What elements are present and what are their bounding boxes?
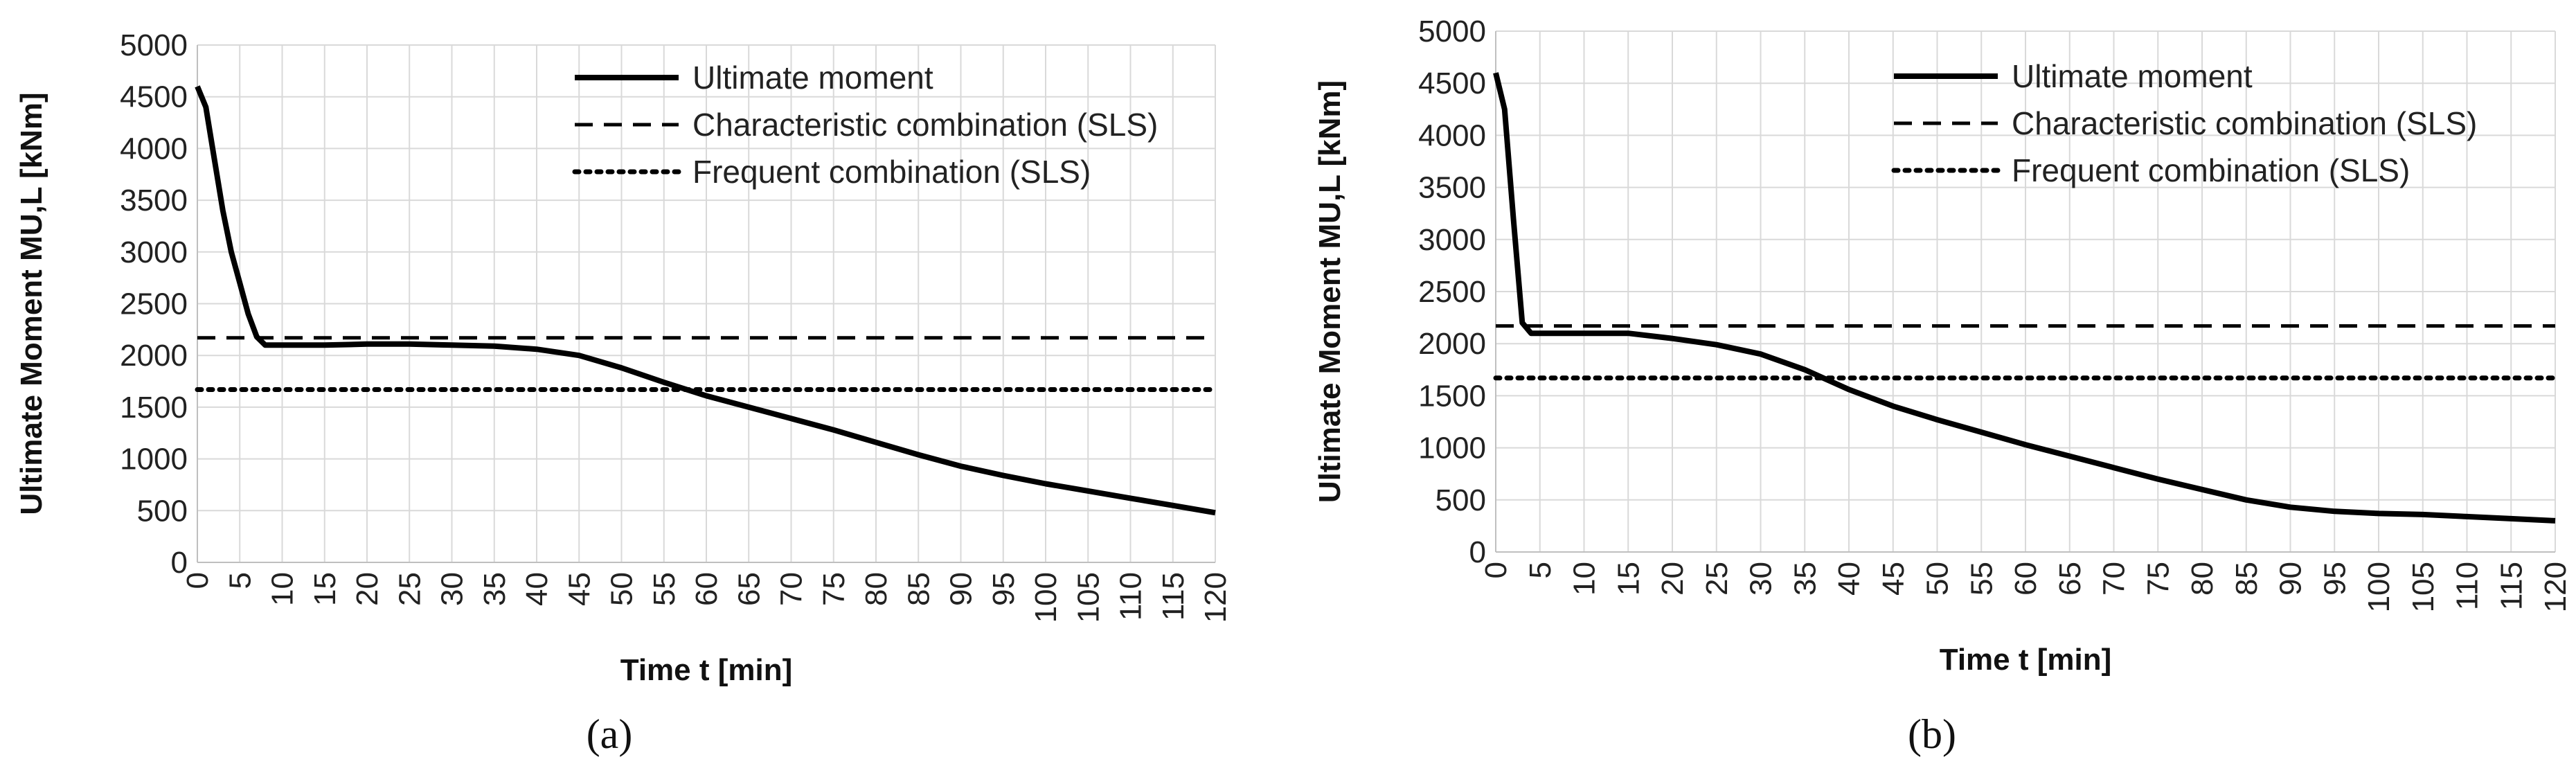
x-tick-label: 100 (1029, 572, 1063, 623)
x-tick-label: 55 (1965, 562, 1998, 596)
x-tick-label: 80 (2185, 562, 2219, 596)
x-tick-label: 15 (308, 572, 342, 606)
x-tick-label: 120 (2539, 562, 2573, 612)
x-tick-label: 75 (817, 572, 851, 606)
x-tick-label: 85 (2230, 562, 2264, 596)
y-tick-label: 1500 (1418, 379, 1486, 413)
x-axis-title: Time t [min] (620, 653, 793, 687)
x-tick-label: 110 (2451, 562, 2485, 610)
y-tick-label: 3000 (120, 235, 188, 269)
legend-label: Frequent combination (SLS) (2012, 152, 2410, 188)
x-tick-label: 30 (436, 572, 469, 606)
y-tick-label: 1500 (120, 391, 188, 425)
y-tick-label: 500 (1435, 483, 1486, 517)
y-tick-label: 4000 (1418, 118, 1486, 152)
x-tick-label: 20 (1656, 562, 1690, 596)
y-tick-label: 2500 (120, 287, 188, 321)
x-tick-label: 25 (1700, 562, 1734, 596)
x-tick-label: 80 (859, 572, 893, 606)
x-tick-label: 65 (732, 572, 766, 606)
x-tick-label: 0 (181, 572, 215, 589)
y-tick-label: 1000 (120, 443, 188, 476)
x-tick-label: 35 (478, 572, 512, 606)
x-tick-label: 65 (2053, 562, 2087, 596)
y-tick-label: 0 (1469, 535, 1486, 569)
y-tick-label: 4500 (1418, 66, 1486, 100)
x-tick-label: 10 (1568, 562, 1602, 596)
y-tick-label: 2500 (1418, 275, 1486, 309)
chart-panel-a: 0500100015002000250030003500400045005000… (15, 28, 1233, 757)
x-tick-label: 30 (1744, 562, 1778, 596)
x-tick-label: 95 (987, 572, 1021, 606)
x-tick-label: 90 (945, 572, 978, 606)
x-tick-label: 105 (1071, 572, 1105, 623)
x-tick-label: 100 (2362, 562, 2396, 612)
x-tick-label: 50 (605, 572, 639, 606)
y-tick-label: 500 (137, 494, 188, 528)
x-tick-label: 115 (1156, 572, 1190, 621)
panel-label: (b) (1908, 711, 1956, 757)
x-tick-label: 60 (690, 572, 724, 606)
x-tick-label: 70 (2098, 562, 2131, 596)
y-tick-label: 2000 (1418, 327, 1486, 361)
x-tick-label: 20 (350, 572, 384, 606)
x-tick-label: 95 (2318, 562, 2352, 596)
x-tick-label: 70 (775, 572, 809, 606)
chart-panel-b: 0500100015002000250030003500400045005000… (1313, 15, 2573, 757)
x-tick-label: 90 (2274, 562, 2308, 596)
y-axis-title: Ultimate Moment MU,L [kNm] (15, 92, 48, 515)
x-tick-label: 10 (266, 572, 300, 606)
series-line-solid (195, 85, 1216, 516)
series-line-solid (1493, 72, 2556, 524)
legend-label: Characteristic combination (SLS) (2012, 105, 2477, 141)
y-tick-label: 5000 (120, 28, 188, 62)
legend-label: Characteristic combination (SLS) (692, 107, 1158, 143)
legend-label: Frequent combination (SLS) (692, 154, 1091, 190)
panel-label: (a) (587, 711, 633, 757)
y-tick-label: 3000 (1418, 223, 1486, 257)
x-tick-label: 5 (1523, 562, 1557, 578)
y-tick-label: 3500 (1418, 171, 1486, 205)
legend-label: Ultimate moment (2012, 58, 2253, 94)
y-tick-label: 0 (171, 546, 188, 580)
x-tick-label: 45 (562, 572, 596, 606)
y-tick-label: 4500 (120, 80, 188, 114)
x-tick-label: 35 (1788, 562, 1822, 596)
x-tick-label: 60 (2009, 562, 2043, 596)
x-tick-label: 5 (223, 572, 257, 589)
y-tick-label: 4000 (120, 132, 188, 166)
x-tick-label: 75 (2141, 562, 2175, 596)
y-tick-label: 5000 (1418, 15, 1486, 48)
x-axis-title: Time t [min] (1940, 643, 2112, 677)
x-tick-label: 15 (1611, 562, 1645, 596)
x-tick-label: 45 (1877, 562, 1911, 596)
x-tick-label: 115 (2494, 562, 2528, 610)
x-tick-label: 110 (1114, 572, 1148, 621)
x-tick-label: 40 (1832, 562, 1866, 596)
x-tick-label: 85 (902, 572, 936, 606)
x-tick-label: 25 (393, 572, 427, 606)
y-tick-label: 3500 (120, 184, 188, 217)
x-tick-label: 0 (1479, 562, 1513, 578)
x-tick-label: 55 (647, 572, 681, 606)
x-tick-label: 105 (2406, 562, 2440, 612)
x-tick-label: 40 (520, 572, 554, 606)
y-tick-label: 1000 (1418, 431, 1486, 465)
legend-label: Ultimate moment (692, 60, 933, 96)
y-tick-label: 2000 (120, 339, 188, 373)
y-axis-title: Ultimate Moment MU,L [kNm] (1313, 80, 1347, 503)
x-tick-label: 50 (1921, 562, 1955, 596)
x-tick-label: 120 (1199, 572, 1233, 623)
